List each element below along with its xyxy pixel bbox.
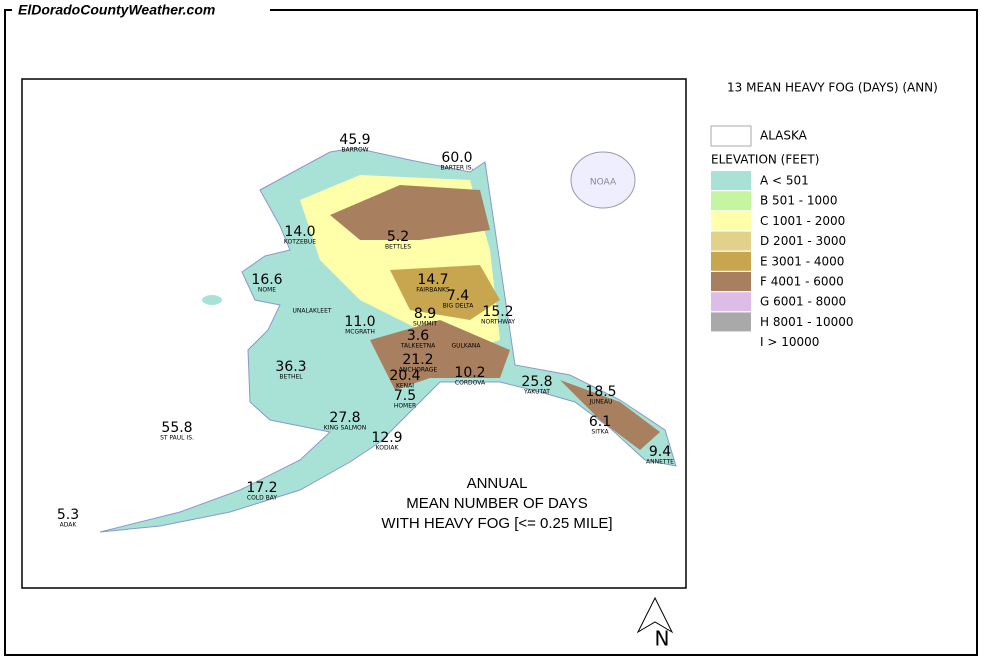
legend-swatch bbox=[711, 171, 751, 190]
station-value: 7.4 bbox=[447, 288, 469, 304]
station-name: TALKEETNA bbox=[400, 343, 436, 350]
station-name: YAKUTAT bbox=[523, 389, 550, 396]
station-name: KENAI bbox=[396, 383, 414, 390]
station-name: ADAK bbox=[60, 522, 78, 529]
legend-label: G 6001 - 8000 bbox=[760, 295, 846, 309]
station-value: 8.9 bbox=[414, 306, 436, 322]
station-value: 3.6 bbox=[407, 328, 429, 344]
station-name: BETTLES bbox=[385, 244, 411, 251]
legend-swatch bbox=[711, 231, 751, 251]
station-value: 25.8 bbox=[521, 374, 552, 390]
station-name: KING SALMON bbox=[324, 425, 367, 432]
station-name: MCGRATH bbox=[345, 329, 375, 336]
legend-label: E 3001 - 4000 bbox=[760, 254, 844, 268]
north-label: N bbox=[655, 627, 670, 651]
station-name: BETHEL bbox=[279, 374, 303, 381]
station-name: SUMMIT bbox=[413, 321, 437, 328]
station-name: FAIRBANKS bbox=[416, 287, 450, 294]
annotation-line: WITH HEAVY FOG [<= 0.25 MILE] bbox=[381, 515, 612, 532]
station-value: 45.9 bbox=[339, 132, 370, 148]
station-name: SITKA bbox=[591, 429, 609, 436]
alaska-shape bbox=[99, 147, 677, 533]
station-value: 6.1 bbox=[589, 414, 611, 430]
noaa-logo bbox=[570, 151, 636, 209]
station-value: 55.8 bbox=[161, 420, 192, 436]
place-name: GULKANA bbox=[452, 343, 482, 350]
station-name: ANNETTE bbox=[646, 459, 674, 466]
north-arrow bbox=[636, 596, 674, 634]
legend-swatch bbox=[711, 211, 751, 231]
station-value: 9.4 bbox=[649, 444, 671, 460]
station-name: JUNEAU bbox=[589, 399, 613, 406]
legend-swatch bbox=[711, 272, 751, 291]
station-name: ST PAUL IS. bbox=[160, 435, 194, 442]
station-value: 20.4 bbox=[389, 368, 420, 384]
station-value: 21.2 bbox=[402, 352, 433, 368]
legend-swatch bbox=[711, 312, 751, 332]
annotation-line: MEAN NUMBER OF DAYS bbox=[406, 495, 587, 512]
region-label: ALASKA bbox=[760, 129, 808, 143]
station-name: BIG DELTA bbox=[443, 303, 475, 310]
legend-label: A < 501 bbox=[760, 174, 809, 188]
legend-label: D 2001 - 3000 bbox=[760, 234, 846, 248]
legend-label: H 8001 - 10000 bbox=[760, 315, 854, 329]
station-value: 5.3 bbox=[57, 507, 79, 523]
legend-swatch bbox=[711, 191, 751, 211]
station-name: KOTZEBUE bbox=[284, 239, 316, 246]
station-name: HOMER bbox=[394, 403, 416, 410]
station-value: 18.5 bbox=[585, 384, 616, 400]
station-value: 11.0 bbox=[344, 314, 375, 330]
station-value: 12.9 bbox=[371, 430, 402, 446]
station-name: COLD BAY bbox=[247, 495, 278, 502]
annotation: ANNUAL MEAN NUMBER OF DAYS WITH HEAVY FOG … bbox=[381, 475, 612, 532]
legend-swatch bbox=[711, 292, 751, 312]
station-value: 27.8 bbox=[329, 410, 360, 426]
station-name: BARTER IS. bbox=[441, 165, 474, 172]
site-title: ElDoradoCountyWeather.com bbox=[18, 2, 215, 18]
legend-swatch bbox=[711, 251, 751, 271]
legend-title: 13 MEAN HEAVY FOG (DAYS) (ANN) bbox=[727, 81, 938, 95]
place-name: UNALAKLEET bbox=[292, 308, 331, 315]
legend: A < 501 B 501 - 1000 C 1001 - 2000 D 2001 -… bbox=[711, 171, 854, 349]
station-value: 17.2 bbox=[246, 480, 277, 496]
legend-label: B 501 - 1000 bbox=[760, 194, 837, 208]
outer-frame bbox=[4, 9, 978, 656]
station-name: ANCHORAGE bbox=[399, 367, 438, 374]
station-value: 14.0 bbox=[284, 224, 315, 240]
station-name: NOME bbox=[258, 287, 276, 294]
annotation-line: ANNUAL bbox=[467, 475, 528, 492]
region-swatch bbox=[710, 125, 752, 147]
station-value: 15.2 bbox=[482, 304, 513, 320]
legend-label: C 1001 - 2000 bbox=[760, 214, 845, 228]
station-value: 10.2 bbox=[454, 365, 485, 381]
station-value: 36.3 bbox=[275, 359, 306, 375]
station-value: 14.7 bbox=[417, 272, 448, 288]
station-value: 5.2 bbox=[387, 229, 409, 245]
station-name: NORTHWAY bbox=[481, 319, 515, 326]
station-name: BARROW bbox=[341, 147, 368, 154]
legend-label: F 4001 - 6000 bbox=[760, 275, 844, 289]
station-name: KODIAK bbox=[376, 445, 400, 452]
station-value: 7.5 bbox=[394, 388, 416, 404]
elevation-title: ELEVATION (FEET) bbox=[711, 153, 819, 167]
station-value: 60.0 bbox=[441, 150, 472, 166]
station-name: CORDOVA bbox=[455, 380, 486, 387]
logo-text: NOAA bbox=[590, 178, 617, 188]
legend-label: I > 10000 bbox=[760, 335, 819, 349]
station-value: 16.6 bbox=[251, 272, 282, 288]
